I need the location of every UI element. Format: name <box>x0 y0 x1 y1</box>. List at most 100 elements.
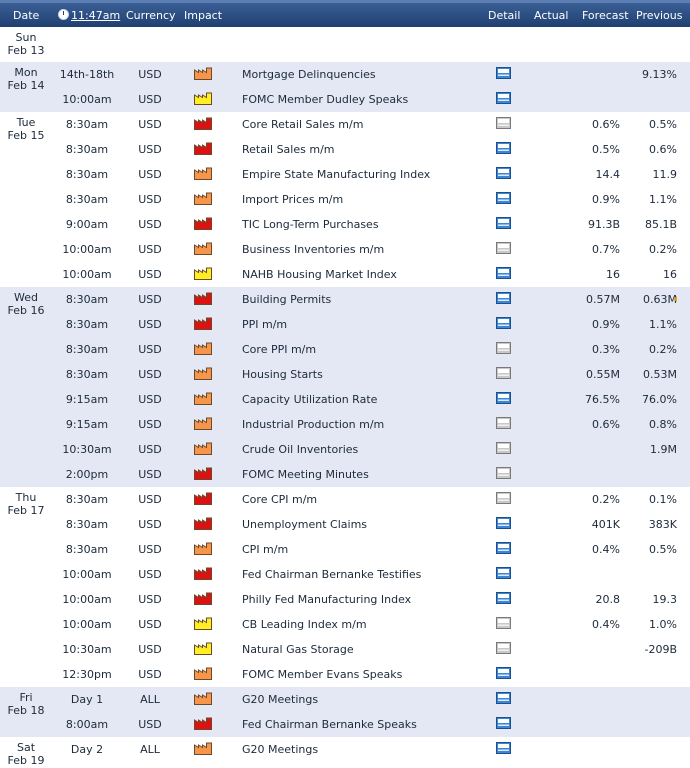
event-currency: USD <box>138 193 162 206</box>
event-time: 8:00am <box>65 718 109 731</box>
blue-report-icon[interactable] <box>496 392 511 404</box>
medium-impact-icon <box>194 742 212 755</box>
gray-report-icon[interactable] <box>496 642 511 654</box>
event-row[interactable]: 10:00am USD Fed Chairman Bernanke Testifie… <box>0 562 690 587</box>
event-name: FOMC Member Evans Speaks <box>242 668 403 681</box>
event-currency: USD <box>138 393 162 406</box>
event-row[interactable]: 10:00am USD NAHB Housing Market Index 16 16 <box>0 262 690 287</box>
event-currency: USD <box>138 518 162 531</box>
blue-report-icon[interactable] <box>496 542 511 554</box>
event-time: 8:30am <box>65 143 109 156</box>
event-row[interactable]: 8:30am USD Unemployment Claims 401K 383K <box>0 512 690 537</box>
event-row[interactable]: 10:00am USD FOMC Member Dudley Speaks <box>0 87 690 112</box>
event-name: Core Retail Sales m/m <box>242 118 364 131</box>
event-row[interactable]: 10:00am USD Philly Fed Manufacturing Index… <box>0 587 690 612</box>
blue-report-icon[interactable] <box>496 92 511 104</box>
time-column-header[interactable]: 11:47am <box>58 9 120 22</box>
event-forecast: 16 <box>606 268 620 281</box>
event-previous: 383K <box>648 518 677 531</box>
blue-report-icon[interactable] <box>496 517 511 529</box>
event-currency: ALL <box>140 693 160 706</box>
event-currency: USD <box>138 468 162 481</box>
event-name: TIC Long-Term Purchases <box>242 218 379 231</box>
blue-report-icon[interactable] <box>496 217 511 229</box>
gray-report-icon[interactable] <box>496 442 511 454</box>
event-row[interactable]: 8:30am USD CPI m/m 0.4% 0.5% <box>0 537 690 562</box>
event-row[interactable]: 10:30am USD Natural Gas Storage -209B <box>0 637 690 662</box>
event-forecast: 0.3% <box>592 343 620 356</box>
event-previous: 0.2% <box>649 343 677 356</box>
gray-report-icon[interactable] <box>496 117 511 129</box>
blue-report-icon[interactable] <box>496 317 511 329</box>
event-row[interactable]: 9:00am USD TIC Long-Term Purchases 91.3B 85.… <box>0 212 690 237</box>
event-row[interactable]: 2:00pm USD FOMC Meeting Minutes <box>0 462 690 487</box>
gray-report-icon[interactable] <box>496 342 511 354</box>
medium-impact-icon <box>194 67 212 80</box>
event-row[interactable]: 8:30am USD PPI m/m 0.9% 1.1% <box>0 312 690 337</box>
high-impact-icon <box>194 592 212 605</box>
blue-report-icon[interactable] <box>496 167 511 179</box>
blue-report-icon[interactable] <box>496 692 511 704</box>
event-row[interactable]: Day 1 ALL G20 Meetings <box>0 687 690 712</box>
event-currency: USD <box>138 368 162 381</box>
event-row[interactable]: 9:15am USD Industrial Production m/m 0.6% 0.… <box>0 412 690 437</box>
event-row[interactable]: 8:30am USD Retail Sales m/m 0.5% 0.6% <box>0 137 690 162</box>
event-name: PPI m/m <box>242 318 288 331</box>
blue-report-icon[interactable] <box>496 567 511 579</box>
event-row[interactable]: 10:30am USD Crude Oil Inventories 1.9M <box>0 437 690 462</box>
calendar-table: Sun Feb 13 Mon Feb 14 14th-18th USD Mortgage D… <box>0 27 690 768</box>
weekday-label: Fri <box>19 691 33 704</box>
gray-report-icon[interactable] <box>496 417 511 429</box>
event-row[interactable]: 8:30am USD Housing Starts 0.55M 0.53M <box>0 362 690 387</box>
event-name: Philly Fed Manufacturing Index <box>242 593 412 606</box>
date-label: Feb 17 <box>7 504 45 517</box>
event-currency: ALL <box>140 743 160 756</box>
event-row[interactable]: 14th-18th USD Mortgage Delinquencies 9.13% <box>0 62 690 87</box>
event-time: 12:30pm <box>62 668 112 681</box>
blue-report-icon[interactable] <box>496 667 511 679</box>
day-label: Tue Feb 15 <box>0 116 52 142</box>
event-previous: 1.0% <box>649 618 677 631</box>
blue-report-icon[interactable] <box>496 292 511 304</box>
event-row[interactable]: 8:30am USD Empire State Manufacturing Inde… <box>0 162 690 187</box>
high-impact-icon <box>194 517 212 530</box>
event-row[interactable]: 8:30am USD Building Permits 0.57M 0.63M <box>0 287 690 312</box>
blue-report-icon[interactable] <box>496 742 511 754</box>
event-currency: USD <box>138 418 162 431</box>
event-row[interactable]: 8:00am USD Fed Chairman Bernanke Speaks <box>0 712 690 737</box>
high-impact-icon <box>194 117 212 130</box>
event-time: 10:00am <box>62 243 112 256</box>
event-time: 8:30am <box>65 293 109 306</box>
gray-report-icon[interactable] <box>496 367 511 379</box>
current-time-link[interactable]: 11:47am <box>71 9 121 22</box>
event-row[interactable]: 10:00am USD CB Leading Index m/m 0.4% 1.0% <box>0 612 690 637</box>
event-time: 10:00am <box>62 618 112 631</box>
event-row[interactable]: 9:15am USD Capacity Utilization Rate 76.5% 7… <box>0 387 690 412</box>
event-row[interactable]: 12:30pm USD FOMC Member Evans Speaks <box>0 662 690 687</box>
event-row[interactable]: Day 2 ALL G20 Meetings <box>0 737 690 762</box>
event-row[interactable]: 8:30am USD Core CPI m/m 0.2% 0.1% <box>0 487 690 512</box>
blue-report-icon[interactable] <box>496 192 511 204</box>
event-previous: 0.5% <box>649 543 677 556</box>
event-forecast: 0.6% <box>592 418 620 431</box>
gray-report-icon[interactable] <box>496 492 511 504</box>
event-row[interactable]: 10:00am USD Business Inventories m/m 0.7% 0.… <box>0 237 690 262</box>
event-row[interactable]: 8:30am USD Core Retail Sales m/m 0.6% 0.5% <box>0 112 690 137</box>
blue-report-icon[interactable] <box>496 142 511 154</box>
gray-report-icon[interactable] <box>496 242 511 254</box>
event-row[interactable]: 8:30am USD Import Prices m/m 0.9% 1.1% <box>0 187 690 212</box>
high-impact-icon <box>194 492 212 505</box>
blue-report-icon[interactable] <box>496 267 511 279</box>
blue-report-icon[interactable] <box>496 592 511 604</box>
event-previous: 0.5% <box>649 118 677 131</box>
day-label: Sun Feb 13 <box>0 31 52 57</box>
day-group: Thu Feb 17 8:30am USD Core CPI m/m 0.2% 0.1% 8:… <box>0 487 690 687</box>
medium-impact-icon <box>194 167 212 180</box>
medium-impact-icon <box>194 692 212 705</box>
gray-report-icon[interactable] <box>496 617 511 629</box>
blue-report-icon[interactable] <box>496 717 511 729</box>
event-forecast: 0.55M <box>586 368 620 381</box>
blue-report-icon[interactable] <box>496 67 511 79</box>
gray-report-icon[interactable] <box>496 467 511 479</box>
event-row[interactable]: 8:30am USD Core PPI m/m 0.3% 0.2% <box>0 337 690 362</box>
